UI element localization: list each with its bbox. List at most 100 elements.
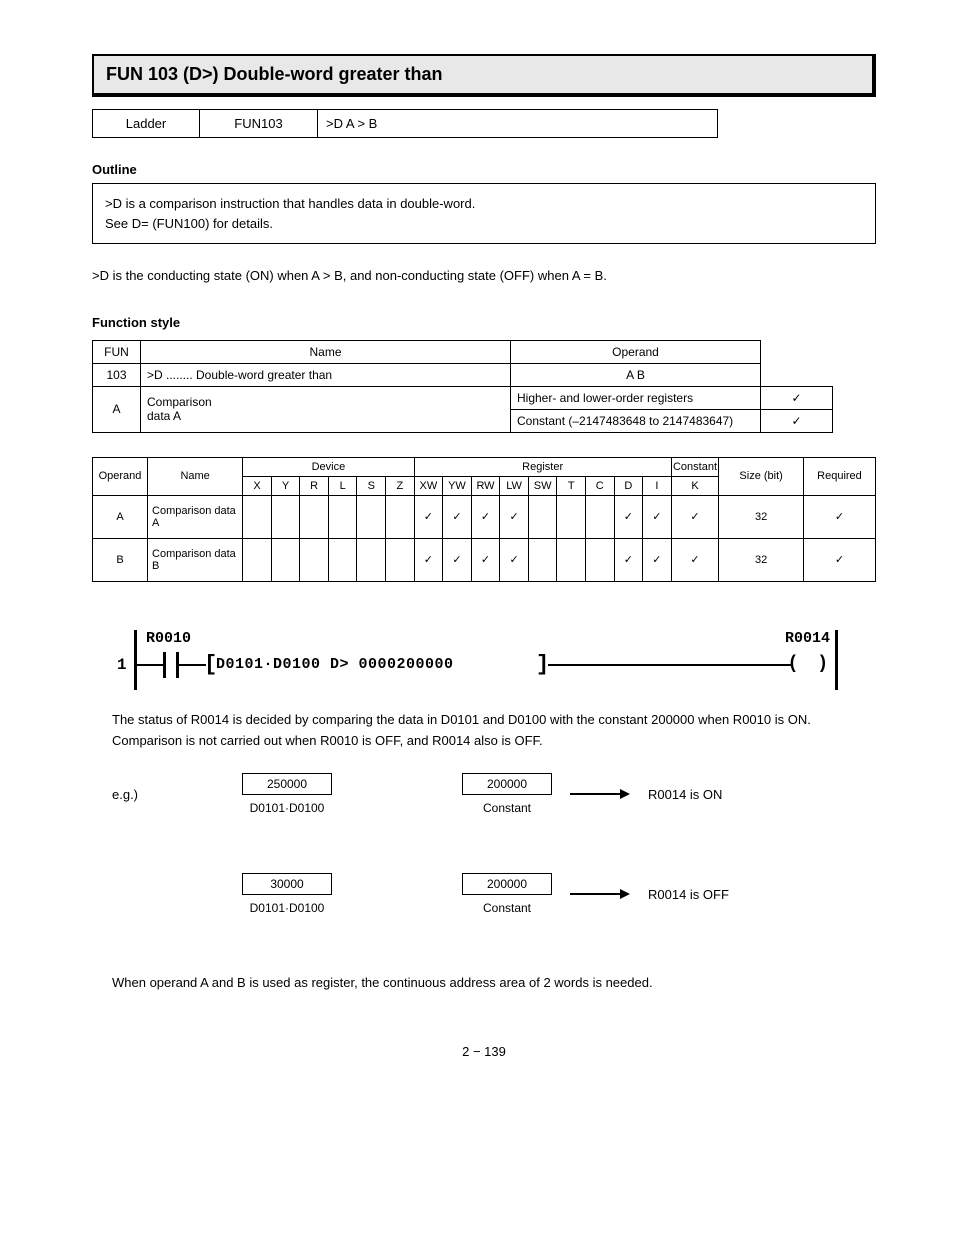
operand-table: Operand Name Device Register Constant Si… bbox=[92, 457, 876, 582]
ladder-instruction: D0101·D0100 D> 0000200000 bbox=[216, 656, 454, 673]
t2-h-size: Size (bit) bbox=[719, 457, 804, 495]
t2-dc-10: SW bbox=[528, 476, 557, 495]
page-title-bar: FUN 103 (D>) Double-word greater than bbox=[92, 54, 876, 97]
t2-B-1 bbox=[271, 538, 300, 581]
t2-B-10 bbox=[528, 538, 557, 581]
coil-icon: ( ) bbox=[788, 654, 832, 674]
t2-A-14: ✓ bbox=[643, 495, 672, 538]
t2-dc-4: S bbox=[357, 476, 386, 495]
outline-box: >D is a comparison instruction that hand… bbox=[92, 183, 876, 244]
t2-A-7: ✓ bbox=[443, 495, 472, 538]
t2-h-req: Required bbox=[803, 457, 875, 495]
t1-h-name: Name bbox=[141, 340, 511, 363]
t2-h-name: Name bbox=[148, 457, 243, 495]
t2-A-2 bbox=[300, 495, 329, 538]
t2-A-8: ✓ bbox=[471, 495, 500, 538]
t1-A-op: ✓ bbox=[761, 386, 833, 409]
examples: e.g.) 250000 D0101·D0100 200000 Constant… bbox=[112, 773, 876, 915]
t2-dc-9: LW bbox=[500, 476, 529, 495]
ex2-result: R0014 is OFF bbox=[648, 887, 729, 902]
ladder-header-c2: FUN103 bbox=[200, 109, 318, 138]
t1-fun-103: 103 bbox=[93, 363, 141, 386]
t1-B-op: ✓ bbox=[761, 409, 833, 432]
contact-icon bbox=[154, 652, 188, 678]
t2-B-13: ✓ bbox=[614, 538, 643, 581]
eg-label: e.g.) bbox=[112, 787, 242, 802]
t2-h-register: Register bbox=[414, 457, 671, 476]
rung-seg3 bbox=[548, 664, 792, 666]
t2-B-name: Comparison data B bbox=[148, 538, 243, 581]
rung-seg bbox=[137, 664, 154, 666]
ex2-B-label: Constant bbox=[462, 901, 552, 915]
ladder-header-c3: >D A > B bbox=[318, 109, 718, 138]
t2-A-size: 32 bbox=[719, 495, 804, 538]
t2-A-4 bbox=[357, 495, 386, 538]
example-2: 30000 D0101·D0100 200000 Constant R0014 … bbox=[112, 873, 876, 915]
ex1-A-label: D0101·D0100 bbox=[242, 801, 332, 815]
note-text: When operand A and B is used as register… bbox=[112, 973, 876, 994]
t2-B-size: 32 bbox=[719, 538, 804, 581]
t2-A-11 bbox=[557, 495, 586, 538]
t2-B-4 bbox=[357, 538, 386, 581]
outline-line2: See D= (FUN100) for details. bbox=[105, 214, 863, 234]
t2-A-req: ✓ bbox=[803, 495, 875, 538]
t2-A-15: ✓ bbox=[671, 495, 719, 538]
t2-B-6: ✓ bbox=[414, 538, 443, 581]
ex1-A-box: 250000 bbox=[242, 773, 332, 795]
t1-op-ab: A B bbox=[511, 363, 761, 386]
t2-A-0 bbox=[243, 495, 272, 538]
t2-B-3 bbox=[328, 538, 357, 581]
t2-A-10 bbox=[528, 495, 557, 538]
ladder-right-label: R0014 bbox=[785, 630, 830, 647]
t1-h-fun: FUN bbox=[93, 340, 141, 363]
t2-A-13: ✓ bbox=[614, 495, 643, 538]
t2-h-constant: Constant bbox=[671, 457, 719, 476]
function-style-label: Function style bbox=[92, 315, 876, 330]
t2-A-9: ✓ bbox=[500, 495, 529, 538]
t1-h-op: Operand bbox=[511, 340, 761, 363]
t2-dc-6: XW bbox=[414, 476, 443, 495]
outline-line1: >D is a comparison instruction that hand… bbox=[105, 194, 863, 214]
t2-A-name: Comparison data A bbox=[148, 495, 243, 538]
t2-B-req: ✓ bbox=[803, 538, 875, 581]
t2-dc-0: X bbox=[243, 476, 272, 495]
t2-B-op: B bbox=[93, 538, 148, 581]
t1-A-name: Comparison data A bbox=[141, 386, 511, 432]
ex1-B-label: Constant bbox=[462, 801, 552, 815]
ladder-one: 1 bbox=[117, 656, 127, 674]
ex1-result: R0014 is ON bbox=[648, 787, 722, 802]
t1-B-reg: Constant (–2147483648 to 2147483647) bbox=[511, 409, 761, 432]
t1-A: A bbox=[93, 386, 141, 432]
t2-dc-5: Z bbox=[386, 476, 415, 495]
t2-B-11 bbox=[557, 538, 586, 581]
page-title: FUN 103 (D>) Double-word greater than bbox=[106, 64, 443, 84]
t2-A-12 bbox=[585, 495, 614, 538]
t2-A-1 bbox=[271, 495, 300, 538]
t2-A-3 bbox=[328, 495, 357, 538]
arrow-icon bbox=[570, 887, 630, 901]
outline-label: Outline bbox=[92, 162, 876, 177]
t2-B-0 bbox=[243, 538, 272, 581]
ladder-left-label: R0010 bbox=[146, 630, 191, 647]
t2-B-9: ✓ bbox=[500, 538, 529, 581]
t2-B-5 bbox=[386, 538, 415, 581]
t2-h-op: Operand bbox=[93, 457, 148, 495]
t2-B-2 bbox=[300, 538, 329, 581]
t2-dc-3: L bbox=[328, 476, 357, 495]
ladder-caption: The status of R0014 is decided by compar… bbox=[112, 710, 876, 752]
t1-name-103: >D ........ Double-word greater than bbox=[141, 363, 511, 386]
t2-B-15: ✓ bbox=[671, 538, 719, 581]
equals-paragraph: >D is the conducting state (ON) when A >… bbox=[92, 266, 876, 287]
rail-right bbox=[835, 630, 838, 690]
arrow-icon bbox=[570, 787, 630, 801]
t2-B-7: ✓ bbox=[443, 538, 472, 581]
t2-dc-15: K bbox=[671, 476, 719, 495]
t2-dc-13: D bbox=[614, 476, 643, 495]
t2-dc-8: RW bbox=[471, 476, 500, 495]
t2-dc-2: R bbox=[300, 476, 329, 495]
t2-dc-14: I bbox=[643, 476, 672, 495]
ladder-header-row: Ladder FUN103 >D A > B bbox=[92, 109, 876, 138]
ladder-header-c1: Ladder bbox=[92, 109, 200, 138]
ex2-A-label: D0101·D0100 bbox=[242, 901, 332, 915]
t2-dc-11: T bbox=[557, 476, 586, 495]
